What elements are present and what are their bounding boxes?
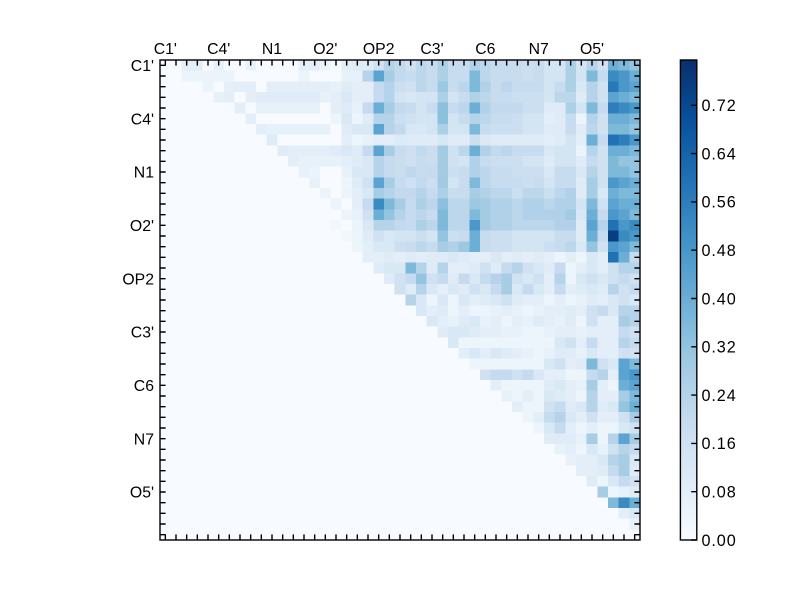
svg-text:0.40: 0.40 <box>702 290 737 308</box>
svg-text:O5': O5' <box>130 485 154 502</box>
svg-text:0.48: 0.48 <box>702 242 737 260</box>
svg-text:C6: C6 <box>475 41 495 58</box>
svg-text:N1: N1 <box>134 165 154 182</box>
svg-text:N7: N7 <box>134 431 154 448</box>
svg-text:C1': C1' <box>154 41 177 58</box>
svg-text:C6: C6 <box>134 378 154 395</box>
svg-text:O5': O5' <box>580 41 604 58</box>
svg-text:O2': O2' <box>313 41 337 58</box>
svg-text:OP2: OP2 <box>122 271 154 288</box>
svg-text:C3': C3' <box>420 41 443 58</box>
svg-text:0.32: 0.32 <box>702 339 737 357</box>
svg-text:0.56: 0.56 <box>702 194 737 212</box>
svg-text:C3': C3' <box>131 325 154 342</box>
svg-text:C4': C4' <box>207 41 230 58</box>
svg-text:0.00: 0.00 <box>702 532 737 550</box>
svg-text:0.24: 0.24 <box>702 387 737 405</box>
svg-text:N1: N1 <box>262 41 282 58</box>
svg-text:OP2: OP2 <box>363 41 395 58</box>
svg-text:0.16: 0.16 <box>702 435 737 453</box>
svg-text:C1': C1' <box>131 58 154 75</box>
svg-text:0.64: 0.64 <box>702 145 737 163</box>
svg-text:C4': C4' <box>131 111 154 128</box>
svg-text:O2': O2' <box>130 218 154 235</box>
svg-text:0.72: 0.72 <box>702 97 737 115</box>
svg-text:0.08: 0.08 <box>702 484 737 502</box>
svg-text:N7: N7 <box>529 41 549 58</box>
